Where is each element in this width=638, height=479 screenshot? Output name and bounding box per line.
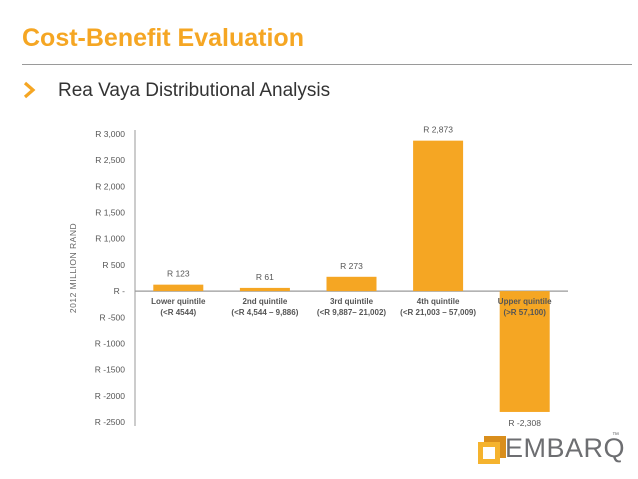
data-label: R -2,308 — [508, 418, 541, 428]
chevron-right-icon — [23, 81, 36, 99]
bar — [153, 284, 204, 292]
bar — [413, 140, 464, 292]
y-tick-label: R 3,000 — [95, 129, 125, 139]
x-tick-label: Upper quintile — [498, 297, 552, 306]
data-label: R 273 — [340, 261, 363, 271]
x-tick-label: 4th quintile — [417, 297, 460, 306]
y-tick-label: R 500 — [102, 260, 125, 270]
data-label: R 61 — [256, 272, 274, 282]
y-tick-label: R 2,500 — [95, 155, 125, 165]
y-tick-label: R - — [114, 286, 126, 296]
bar — [499, 291, 550, 412]
title-divider — [22, 64, 632, 65]
y-tick-label: R -1000 — [95, 338, 126, 348]
x-tick-label: Lower quintile — [151, 297, 206, 306]
x-tick-sublabel: (<R 9,887– 21,002) — [317, 308, 386, 317]
x-tick-label: 2nd quintile — [242, 297, 287, 306]
y-tick-label: R -2000 — [95, 391, 126, 401]
bar — [326, 276, 377, 292]
x-tick-sublabel: (<R 4,544 – 9,886) — [231, 308, 298, 317]
y-tick-label: R -2500 — [95, 417, 126, 427]
x-tick-label: 3rd quintile — [330, 297, 374, 306]
y-tick-label: R -500 — [99, 312, 125, 322]
x-tick-sublabel: (<R 21,003 – 57,009) — [400, 308, 476, 317]
data-label: R 123 — [167, 269, 190, 279]
data-label: R 2,873 — [423, 125, 453, 135]
y-tick-label: R -1500 — [95, 365, 126, 375]
y-axis-label: 2012 MILLION RAND — [68, 223, 78, 313]
x-tick-sublabel: (<R 4544) — [160, 308, 196, 317]
y-tick-label: R 1,500 — [95, 208, 125, 218]
embarq-logo-text: EMBARQ — [505, 433, 626, 463]
trademark-mark: ™ — [612, 432, 619, 439]
slide-subtitle: Rea Vaya Distributional Analysis — [58, 80, 331, 101]
bar — [239, 287, 290, 292]
y-tick-label: R 1,000 — [95, 234, 125, 244]
x-tick-sublabel: (>R 57,100) — [503, 308, 546, 317]
embarq-logo-icon — [478, 436, 506, 464]
slide-title: Cost-Benefit Evaluation — [22, 24, 304, 52]
y-tick-label: R 2,000 — [95, 181, 125, 191]
